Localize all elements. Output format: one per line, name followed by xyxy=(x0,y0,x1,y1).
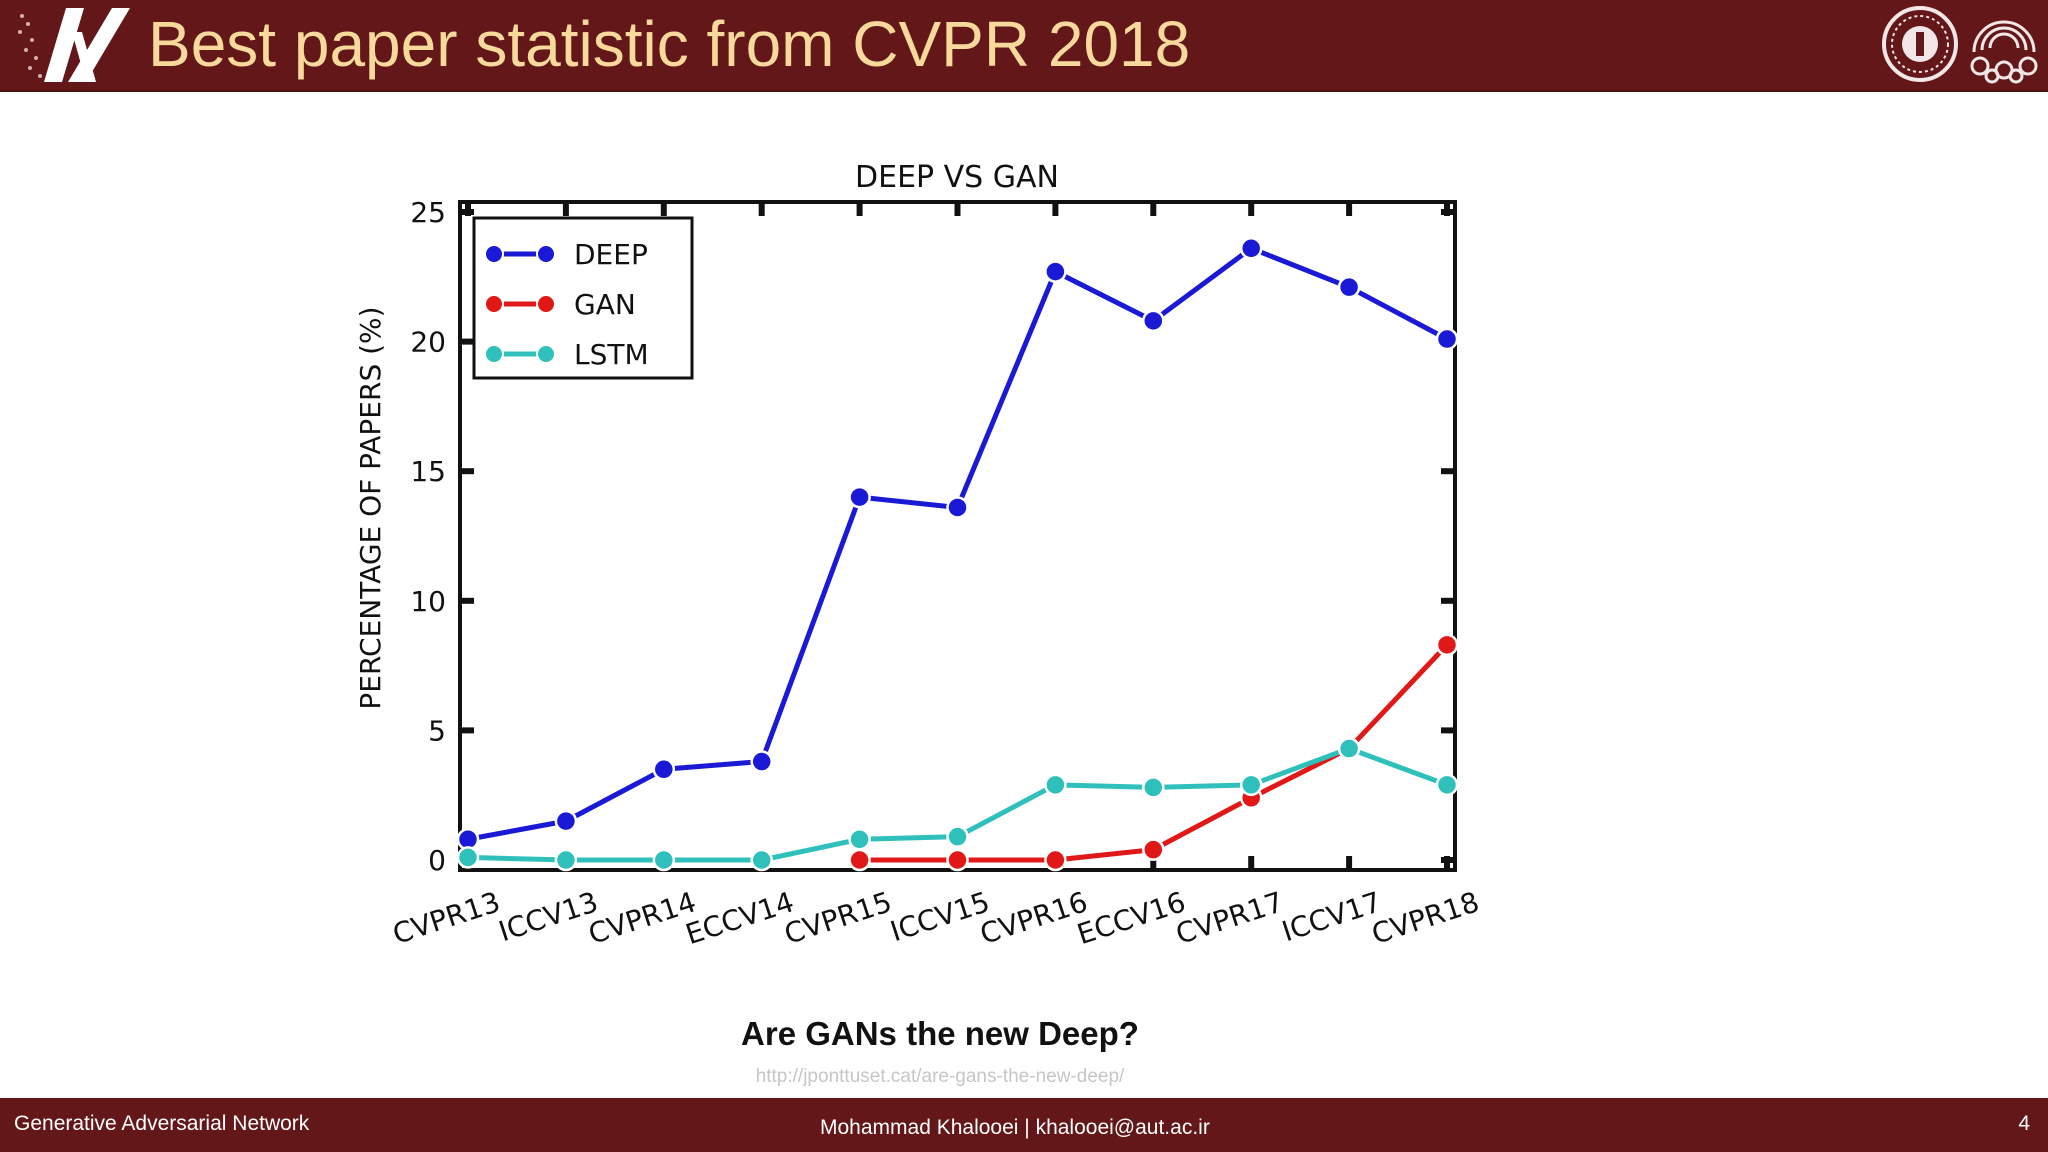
x-tick-label: ICCV17 xyxy=(1278,885,1385,948)
data-point-deep xyxy=(1142,309,1165,333)
data-point-lstm xyxy=(1044,773,1067,797)
data-point-lstm xyxy=(1435,773,1459,797)
x-tick-label: CVPR15 xyxy=(780,885,895,951)
data-point-deep xyxy=(554,809,578,833)
y-tick-label: 0 xyxy=(428,844,446,877)
chart-legend: DEEP GAN LSTM xyxy=(472,216,694,380)
data-point-lstm xyxy=(652,848,676,872)
data-point-deep xyxy=(652,758,676,781)
data-point-gan xyxy=(1435,633,1459,657)
page-number: 4 xyxy=(2018,1112,2030,1135)
data-point-lstm xyxy=(554,848,578,872)
x-tick-label: ECCV14 xyxy=(682,885,798,951)
data-point-deep xyxy=(750,750,773,773)
y-tick-label: 5 xyxy=(428,714,446,747)
lab-logo xyxy=(18,8,130,82)
university-seal-icon xyxy=(1882,6,1958,82)
x-tick-label: CVPR13 xyxy=(389,885,504,951)
data-point-deep xyxy=(946,496,969,519)
x-tick-label: CVPR17 xyxy=(1172,885,1287,951)
legend-marker xyxy=(484,344,504,364)
x-tick-label: CVPR14 xyxy=(584,885,699,951)
y-tick-label: 20 xyxy=(410,326,446,359)
x-tick-label: CVPR16 xyxy=(976,885,1091,951)
slide-title: Best paper statistic from CVPR 2018 xyxy=(148,8,1191,80)
x-tick-label: CVPR18 xyxy=(1368,885,1483,951)
x-tick-label: ICCV13 xyxy=(495,885,602,948)
data-point-lstm xyxy=(946,825,969,848)
data-point-gan xyxy=(1142,838,1165,861)
series-deep xyxy=(456,237,1459,851)
data-point-lstm xyxy=(456,846,480,869)
x-tick-label: ECCV16 xyxy=(1073,885,1189,951)
course-name: Generative Adversarial Network xyxy=(14,1112,310,1135)
data-point-deep xyxy=(1044,260,1067,283)
x-tick-label: ICCV15 xyxy=(886,885,993,948)
y-axis-label: PERCENTAGE OF PAPERS (%) xyxy=(354,306,387,709)
legend-box xyxy=(472,216,694,380)
data-point-lstm xyxy=(750,848,773,872)
chart-area: DEEP VS GAN PERCENTAGE OF PAPERS (%) 0 5 1… xyxy=(350,140,1520,960)
legend-marker xyxy=(536,344,556,364)
data-point-gan xyxy=(946,848,969,872)
data-point-deep xyxy=(848,485,871,509)
data-point-lstm xyxy=(1337,737,1361,760)
slide-footer: Generative Adversarial Network Mohammad … xyxy=(0,1098,2048,1152)
slide-header: Best paper statistic from CVPR 2018 xyxy=(0,0,2048,92)
data-point-deep xyxy=(1435,327,1459,351)
data-point-deep xyxy=(1239,237,1263,260)
data-point-lstm xyxy=(1239,773,1263,797)
data-point-lstm xyxy=(1142,776,1165,799)
y-tick-label: 10 xyxy=(410,585,446,618)
line-chart: DEEP VS GAN PERCENTAGE OF PAPERS (%) 0 5 1… xyxy=(354,160,1483,951)
legend-marker xyxy=(484,294,504,314)
y-tick-label: 15 xyxy=(410,455,446,488)
emblem-icon xyxy=(1970,20,2038,84)
series-lstm xyxy=(456,737,1459,872)
legend-label: GAN xyxy=(574,288,636,321)
chart-title: DEEP VS GAN xyxy=(855,160,1059,195)
figure-caption: Are GANs the new Deep? xyxy=(741,1015,1139,1052)
legend-label: LSTM xyxy=(574,338,649,371)
author-info: Mohammad Khalooei | khalooei@aut.ac.ir xyxy=(820,1116,1210,1139)
legend-label: DEEP xyxy=(574,238,648,271)
legend-marker xyxy=(536,294,556,314)
data-point-lstm xyxy=(848,828,871,851)
y-tick-label: 25 xyxy=(410,196,446,229)
legend-marker xyxy=(484,244,504,264)
data-point-deep xyxy=(1337,275,1361,299)
legend-marker xyxy=(536,244,556,264)
data-point-gan xyxy=(848,848,871,872)
source-link[interactable]: http://jponttuset.cat/are-gans-the-new-d… xyxy=(755,1066,1125,1087)
data-point-gan xyxy=(1044,848,1067,872)
